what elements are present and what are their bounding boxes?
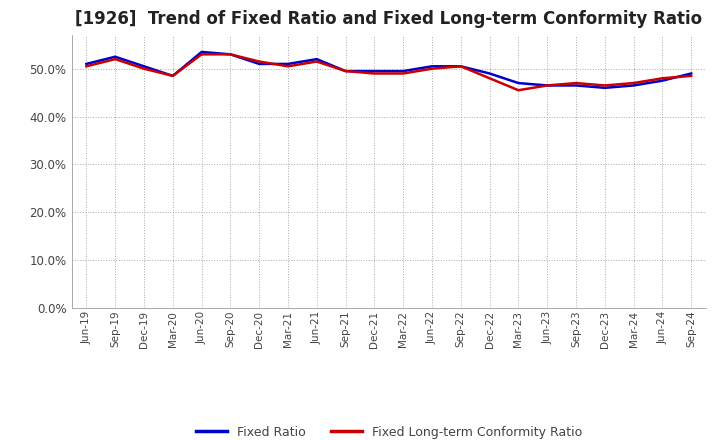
Fixed Long-term Conformity Ratio xyxy=(629,81,638,86)
Fixed Ratio xyxy=(140,64,148,69)
Fixed Long-term Conformity Ratio xyxy=(485,76,494,81)
Fixed Long-term Conformity Ratio xyxy=(197,52,206,57)
Fixed Ratio xyxy=(629,83,638,88)
Fixed Long-term Conformity Ratio xyxy=(341,69,350,74)
Fixed Ratio xyxy=(514,81,523,86)
Fixed Ratio xyxy=(255,61,264,66)
Fixed Ratio xyxy=(312,56,321,62)
Line: Fixed Ratio: Fixed Ratio xyxy=(86,52,691,88)
Fixed Long-term Conformity Ratio xyxy=(255,59,264,64)
Fixed Long-term Conformity Ratio xyxy=(514,88,523,93)
Fixed Ratio xyxy=(197,49,206,55)
Fixed Long-term Conformity Ratio xyxy=(284,64,292,69)
Fixed Long-term Conformity Ratio xyxy=(111,56,120,62)
Fixed Ratio xyxy=(658,78,667,83)
Line: Fixed Long-term Conformity Ratio: Fixed Long-term Conformity Ratio xyxy=(86,55,691,90)
Fixed Long-term Conformity Ratio xyxy=(572,81,580,86)
Legend: Fixed Ratio, Fixed Long-term Conformity Ratio: Fixed Ratio, Fixed Long-term Conformity … xyxy=(191,421,587,440)
Fixed Long-term Conformity Ratio xyxy=(140,66,148,71)
Title: [1926]  Trend of Fixed Ratio and Fixed Long-term Conformity Ratio: [1926] Trend of Fixed Ratio and Fixed Lo… xyxy=(75,10,703,28)
Fixed Long-term Conformity Ratio xyxy=(600,83,609,88)
Fixed Ratio xyxy=(168,73,177,78)
Fixed Long-term Conformity Ratio xyxy=(399,71,408,76)
Fixed Long-term Conformity Ratio xyxy=(687,73,696,78)
Fixed Long-term Conformity Ratio xyxy=(543,83,552,88)
Fixed Ratio xyxy=(687,71,696,76)
Fixed Ratio xyxy=(428,64,436,69)
Fixed Ratio xyxy=(456,64,465,69)
Fixed Ratio xyxy=(485,71,494,76)
Fixed Ratio xyxy=(600,85,609,91)
Fixed Long-term Conformity Ratio xyxy=(428,66,436,71)
Fixed Long-term Conformity Ratio xyxy=(658,76,667,81)
Fixed Ratio xyxy=(370,69,379,74)
Fixed Long-term Conformity Ratio xyxy=(226,52,235,57)
Fixed Long-term Conformity Ratio xyxy=(82,64,91,69)
Fixed Ratio xyxy=(341,69,350,74)
Fixed Long-term Conformity Ratio xyxy=(370,71,379,76)
Fixed Ratio xyxy=(111,54,120,59)
Fixed Ratio xyxy=(543,83,552,88)
Fixed Ratio xyxy=(284,61,292,66)
Fixed Ratio xyxy=(572,83,580,88)
Fixed Ratio xyxy=(226,52,235,57)
Fixed Long-term Conformity Ratio xyxy=(456,64,465,69)
Fixed Ratio xyxy=(82,61,91,66)
Fixed Ratio xyxy=(399,69,408,74)
Fixed Long-term Conformity Ratio xyxy=(312,59,321,64)
Fixed Long-term Conformity Ratio xyxy=(168,73,177,78)
